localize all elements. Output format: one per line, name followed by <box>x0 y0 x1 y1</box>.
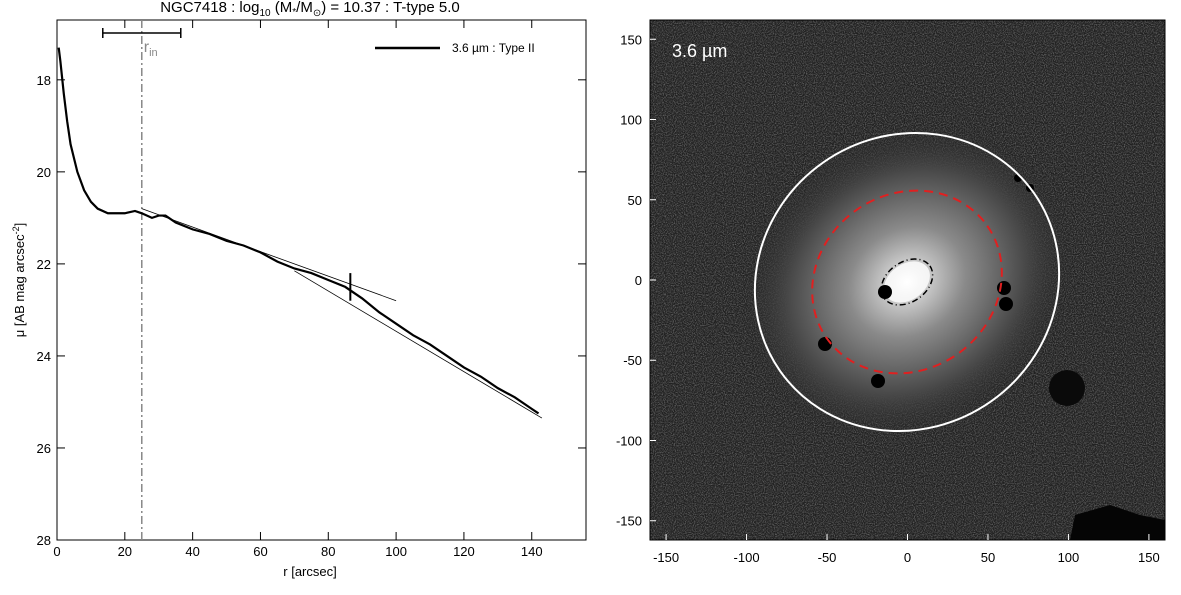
outer-ellipse <box>753 131 1061 433</box>
image-panel: 3.6 µm -150 -100 -50 0 50 100 150 -150 -100 -50 0 5… <box>616 19 1166 565</box>
y-tick-label: 28 <box>37 533 51 548</box>
chart-title: NGC7418 : log10 (M*/M⊙) = 10.37 : T-type… <box>160 0 460 19</box>
x-tick-label: 40 <box>185 544 199 559</box>
y-tick-label: 0 <box>635 273 642 288</box>
x-tick-label: 140 <box>521 544 543 559</box>
x-tick-label: 100 <box>1058 550 1080 565</box>
r-in-label-main: r <box>144 39 150 56</box>
mask <box>871 374 885 388</box>
image-label: 3.6 µm <box>672 41 727 61</box>
profile-plot: NGC7418 : log10 (M*/M⊙) = 10.37 : T-type… <box>11 0 587 579</box>
mask <box>999 297 1013 311</box>
y-axis-label: μ [AB mag arcsec-2] <box>11 223 27 338</box>
x-tick-label: -150 <box>653 550 679 565</box>
profile-line <box>57 47 540 415</box>
y-tick-label: 24 <box>37 349 51 364</box>
r-in-label-sub: in <box>149 47 158 59</box>
r-in-label: rin <box>144 39 158 59</box>
y-tick-label: -50 <box>623 353 642 368</box>
x-tick-label: 0 <box>904 550 911 565</box>
mask <box>997 281 1011 295</box>
x-tick-label: 0 <box>53 544 60 559</box>
x-tick-label: 100 <box>385 544 407 559</box>
mask <box>1070 505 1165 540</box>
x-tick-label: -100 <box>734 550 760 565</box>
inner-ellipse <box>880 258 934 306</box>
y-tick-label: 18 <box>37 73 51 88</box>
y-tick-label: 100 <box>620 113 642 128</box>
fit-line <box>141 208 397 302</box>
y-tick-label: 50 <box>628 193 642 208</box>
x-tick-label: 120 <box>453 544 475 559</box>
y-tick-label: -100 <box>616 433 642 448</box>
mask <box>878 285 892 299</box>
galaxy-core <box>884 261 930 303</box>
y-tick-label: -150 <box>616 514 642 529</box>
x-tick-label: 20 <box>118 544 132 559</box>
y-tick-label: 22 <box>37 257 51 272</box>
y-tick-label: 150 <box>620 32 642 47</box>
x-tick-label: 150 <box>1138 550 1160 565</box>
y-tick-label: 26 <box>37 441 51 456</box>
x-tick-label: 50 <box>981 550 995 565</box>
galaxy-image: 3.6 µm <box>650 20 1165 540</box>
x-tick-label: 80 <box>321 544 335 559</box>
x-tick-label: -50 <box>818 550 837 565</box>
plot-frame <box>56 19 587 541</box>
x-axis-label: r [arcsec] <box>283 564 336 579</box>
legend-label: 3.6 µm : Type II <box>452 41 535 55</box>
y-tick-label: 20 <box>37 165 51 180</box>
mask <box>1049 370 1085 406</box>
break-ellipse <box>811 189 1003 375</box>
x-tick-label: 60 <box>253 544 267 559</box>
fit-line <box>294 270 543 419</box>
